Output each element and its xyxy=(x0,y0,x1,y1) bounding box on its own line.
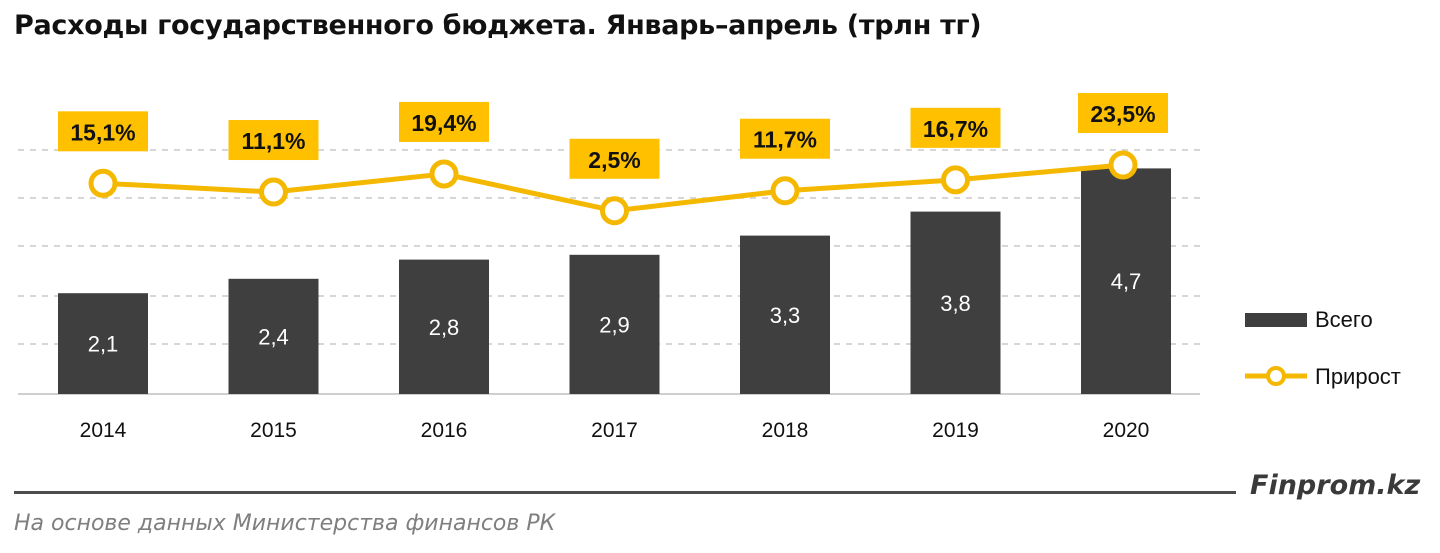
bar-value-label: 2,1 xyxy=(88,332,119,357)
x-tick-label: 2018 xyxy=(762,419,809,442)
growth-value-label: 2,5% xyxy=(588,147,640,173)
legend-line-label: Прирост xyxy=(1315,364,1401,389)
source-note: На основе данных Министерства финансов Р… xyxy=(14,511,556,536)
growth-label-box xyxy=(228,120,319,161)
x-tick-label: 2019 xyxy=(932,419,979,442)
bar xyxy=(228,278,319,394)
growth-label-box xyxy=(569,138,660,179)
growth-label-box xyxy=(740,118,830,159)
growth-value-label: 23,5% xyxy=(1090,101,1155,127)
footer-divider xyxy=(14,491,1236,494)
growth-label-box xyxy=(399,101,489,142)
chart-title: Расходы государственного бюджета. Январь… xyxy=(14,10,982,41)
growth-value-label: 16,7% xyxy=(923,116,988,142)
bar-value-label: 2,8 xyxy=(429,315,460,340)
x-tick-label: 2020 xyxy=(1103,419,1150,442)
bar xyxy=(910,211,1001,394)
brand-logo-text: Finprom.kz xyxy=(1250,470,1421,501)
x-tick-label: 2017 xyxy=(591,419,638,442)
growth-point xyxy=(770,176,800,206)
growth-label-box xyxy=(1078,93,1168,133)
growth-value-label: 11,1% xyxy=(242,128,306,154)
bar-value-label: 3,3 xyxy=(770,303,801,328)
growth-point xyxy=(941,165,970,195)
bar-value-label: 2,9 xyxy=(599,312,630,337)
growth-point xyxy=(1108,150,1138,180)
x-tick-label: 2016 xyxy=(421,419,468,442)
bar xyxy=(1081,168,1171,394)
bar xyxy=(740,235,830,394)
x-tick-label: 2015 xyxy=(250,419,297,442)
growth-point xyxy=(429,159,459,189)
legend-bar-label: Всего xyxy=(1315,307,1373,332)
growth-label-box xyxy=(58,111,148,152)
bar xyxy=(58,293,148,394)
growth-label-box xyxy=(910,107,1001,148)
bar xyxy=(569,254,660,394)
growth-value-label: 11,7% xyxy=(753,127,817,153)
legend-bar-swatch xyxy=(1245,313,1307,327)
chart-area: 2,1 2014 2,4 2015 2,8 2016 2,9 2017 3,3 2018 3,8 20… xyxy=(18,93,1401,442)
bar xyxy=(399,259,489,394)
growth-value-label: 19,4% xyxy=(411,110,476,136)
bar-value-label: 3,8 xyxy=(940,291,971,316)
bar-value-label: 4,7 xyxy=(1111,269,1142,294)
x-tick-label: 2014 xyxy=(80,419,127,442)
growth-point xyxy=(259,177,288,207)
bar-value-label: 2,4 xyxy=(258,324,289,349)
growth-point xyxy=(88,168,118,198)
growth-value-label: 15,1% xyxy=(70,119,135,145)
growth-point xyxy=(600,196,629,226)
legend-line-marker xyxy=(1266,366,1286,386)
